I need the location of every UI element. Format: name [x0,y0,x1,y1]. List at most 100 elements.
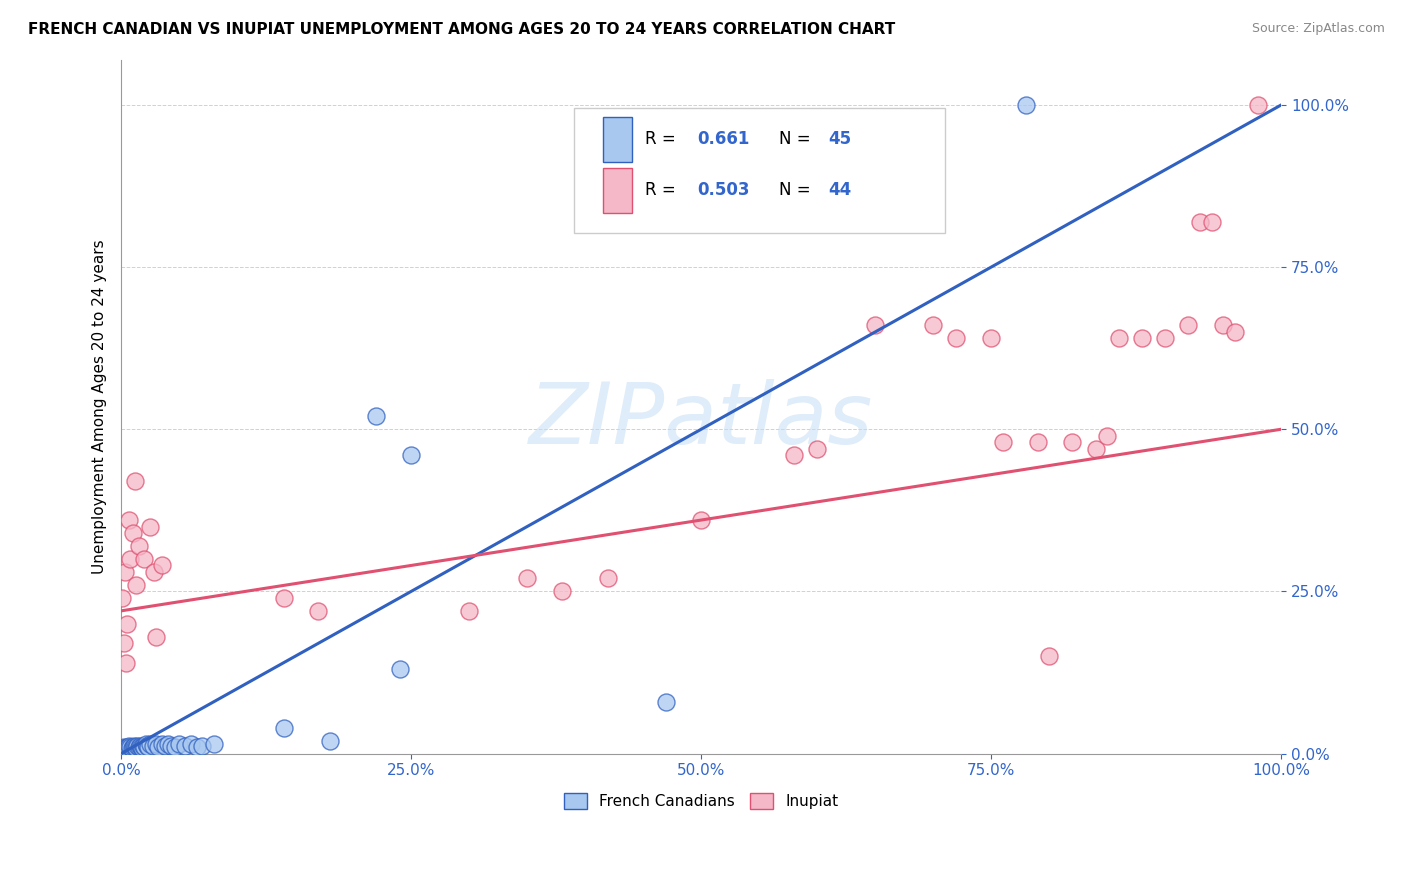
Point [150,558,173,573]
Point [115,616,138,631]
Point [783,448,806,462]
Point [1223,325,1246,339]
Point [128,739,150,754]
Point [180,737,202,751]
Point [150,737,173,751]
Point [134,552,156,566]
Point [122,739,145,753]
Point [114,565,136,579]
Bar [603,117,631,161]
Legend: French Canadians, Inupiat: French Canadians, Inupiat [558,787,845,815]
Point [655,695,678,709]
Point [1188,215,1211,229]
Point [135,739,157,753]
Point [156,737,179,751]
Point [121,526,143,541]
Point [124,474,146,488]
Point [128,739,150,753]
Text: 0.503: 0.503 [697,181,751,199]
Point [366,409,388,424]
Point [139,519,162,533]
Text: Source: ZipAtlas.com: Source: ZipAtlas.com [1251,22,1385,36]
Point [1038,649,1060,664]
Point [155,739,177,753]
Point [145,630,167,644]
Point [690,513,713,527]
Point [118,739,141,753]
Point [145,737,167,751]
Point [124,739,146,754]
Point [142,565,165,579]
Point [1026,435,1049,450]
Point [945,331,967,345]
Point [131,741,153,756]
Point [806,442,828,456]
Point [141,739,163,753]
Point [980,331,1002,345]
Point [1201,215,1223,229]
Point [1130,331,1153,345]
Point [922,318,945,333]
Point [388,662,411,676]
Text: N =: N = [779,181,815,199]
Point [319,733,342,747]
Point [167,737,190,751]
Text: 44: 44 [828,181,852,199]
Point [991,435,1014,450]
Point [121,741,143,756]
Point [458,604,481,618]
Point [148,739,170,754]
Point [139,737,162,751]
Point [163,739,186,754]
Point [136,739,159,754]
Point [202,737,225,751]
Text: ZIPatlas: ZIPatlas [529,379,873,462]
Point [120,739,142,754]
Point [1177,318,1199,333]
Y-axis label: Unemployment Among Ages 20 to 24 years: Unemployment Among Ages 20 to 24 years [93,239,107,574]
Point [1247,98,1270,112]
Point [111,743,134,757]
Point [863,318,886,333]
Point [121,739,143,754]
Point [125,578,148,592]
Text: 45: 45 [828,130,852,148]
Point [1062,435,1084,450]
Point [1084,442,1107,456]
Point [1154,331,1177,345]
Text: R =: R = [645,130,682,148]
FancyBboxPatch shape [574,108,945,233]
Text: R =: R = [645,181,682,199]
Bar [603,168,631,213]
Point [120,552,142,566]
Point [117,741,139,756]
Point [127,739,149,753]
Point [112,739,135,754]
Point [129,739,152,754]
Point [115,739,138,754]
Point [115,742,138,756]
Point [118,513,141,527]
Point [598,571,620,585]
Point [273,591,295,605]
Point [174,739,197,753]
Point [551,584,574,599]
Point [112,636,135,650]
Point [132,739,155,753]
Point [399,448,422,462]
Point [1015,98,1038,112]
Text: N =: N = [779,130,815,148]
Point [111,591,134,605]
Point [273,721,295,735]
Point [125,741,148,756]
Text: FRENCH CANADIAN VS INUPIAT UNEMPLOYMENT AMONG AGES 20 TO 24 YEARS CORRELATION CH: FRENCH CANADIAN VS INUPIAT UNEMPLOYMENT … [28,22,896,37]
Point [1095,428,1118,442]
Point [516,571,538,585]
Point [1212,318,1234,333]
Point [115,656,138,670]
Point [135,737,157,751]
Point [160,739,183,753]
Point [307,604,329,618]
Point [134,739,156,754]
Point [186,739,208,754]
